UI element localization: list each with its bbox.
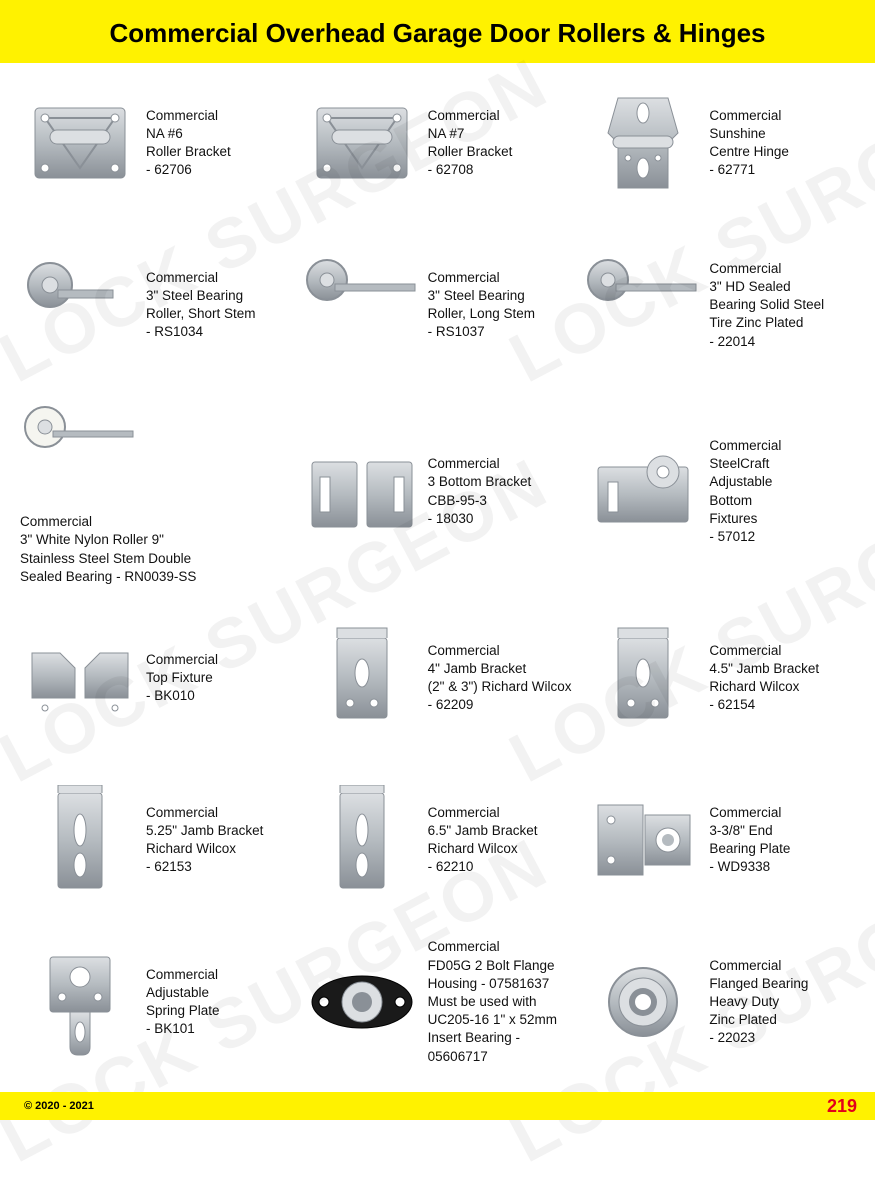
product-description: Commercial 3" HD Sealed Bearing Solid St… <box>709 260 824 351</box>
roller-long-icon <box>583 250 703 360</box>
product-item: Commercial Flanged Bearing Heavy Duty Zi… <box>583 932 855 1072</box>
product-item: Commercial 6.5" Jamb Bracket Richard Wil… <box>302 770 574 910</box>
product-item: Commercial 3" Steel Bearing Roller, Long… <box>302 235 574 375</box>
product-item: Commercial 3" White Nylon Roller 9" Stai… <box>20 397 292 586</box>
bracket-plate-icon <box>20 88 140 198</box>
roller-nylon-icon <box>20 397 140 507</box>
jamb-bracket-icon <box>302 623 422 733</box>
product-item: Commercial Sunshine Centre Hinge - 62771 <box>583 73 855 213</box>
product-description: Commercial 5.25" Jamb Bracket Richard Wi… <box>146 804 263 877</box>
bottom-bracket-pair-icon <box>302 437 422 547</box>
product-item: Commercial Top Fixture - BK010 <box>20 608 292 748</box>
product-description: Commercial 3" Steel Bearing Roller, Shor… <box>146 269 256 342</box>
product-description: Commercial 4.5" Jamb Bracket Richard Wil… <box>709 642 819 715</box>
product-description: Commercial Adjustable Spring Plate - BK1… <box>146 966 220 1039</box>
jamb-bracket-icon <box>583 623 703 733</box>
product-description: Commercial Sunshine Centre Hinge - 62771 <box>709 107 789 180</box>
roller-long-icon <box>302 250 422 360</box>
page-number: 219 <box>827 1096 857 1117</box>
product-description: Commercial FD05G 2 Bolt Flange Housing -… <box>428 938 574 1066</box>
product-item: Commercial Adjustable Spring Plate - BK1… <box>20 932 292 1072</box>
flanged-bearing-icon <box>583 947 703 1057</box>
page-footer: © 2020 - 2021 219 <box>0 1092 875 1120</box>
adjustable-bottom-icon <box>583 437 703 547</box>
product-item: Commercial 3 Bottom Bracket CBB-95-3 - 1… <box>302 397 574 586</box>
centre-hinge-icon <box>583 88 703 198</box>
product-item: Commercial 5.25" Jamb Bracket Richard Wi… <box>20 770 292 910</box>
product-description: Commercial 4" Jamb Bracket (2" & 3") Ric… <box>428 642 572 715</box>
page-title: Commercial Overhead Garage Door Rollers … <box>20 18 855 49</box>
product-description: Commercial 6.5" Jamb Bracket Richard Wil… <box>428 804 538 877</box>
product-description: Commercial 3" Steel Bearing Roller, Long… <box>428 269 535 342</box>
product-description: Commercial Top Fixture - BK010 <box>146 651 218 706</box>
product-item: Commercial 3-3/8" End Bearing Plate - WD… <box>583 770 855 910</box>
product-description: Commercial Flanged Bearing Heavy Duty Zi… <box>709 957 808 1048</box>
product-description: Commercial 3" White Nylon Roller 9" Stai… <box>20 513 196 586</box>
spring-plate-icon <box>20 947 140 1057</box>
product-description: Commercial SteelCraft Adjustable Bottom … <box>709 437 781 546</box>
product-description: Commercial 3 Bottom Bracket CBB-95-3 - 1… <box>428 455 532 528</box>
product-description: Commercial NA #6 Roller Bracket - 62706 <box>146 107 231 180</box>
product-description: Commercial NA #7 Roller Bracket - 62708 <box>428 107 513 180</box>
product-item: Commercial 4.5" Jamb Bracket Richard Wil… <box>583 608 855 748</box>
flange-housing-icon <box>302 947 422 1057</box>
product-item: Commercial NA #6 Roller Bracket - 62706 <box>20 73 292 213</box>
end-bearing-plate-icon <box>583 785 703 895</box>
product-item: Commercial FD05G 2 Bolt Flange Housing -… <box>302 932 574 1072</box>
jamb-bracket-tall-icon <box>302 785 422 895</box>
bracket-plate-icon <box>302 88 422 198</box>
product-item: Commercial 4" Jamb Bracket (2" & 3") Ric… <box>302 608 574 748</box>
product-item: Commercial NA #7 Roller Bracket - 62708 <box>302 73 574 213</box>
top-fixture-pair-icon <box>20 623 140 733</box>
copyright-text: © 2020 - 2021 <box>24 1100 94 1112</box>
product-item: Commercial 3" Steel Bearing Roller, Shor… <box>20 235 292 375</box>
product-item: Commercial SteelCraft Adjustable Bottom … <box>583 397 855 586</box>
jamb-bracket-tall-icon <box>20 785 140 895</box>
page-header: Commercial Overhead Garage Door Rollers … <box>0 0 875 63</box>
product-description: Commercial 3-3/8" End Bearing Plate - WD… <box>709 804 790 877</box>
roller-short-icon <box>20 250 140 360</box>
product-grid: Commercial NA #6 Roller Bracket - 62706 … <box>0 63 875 1072</box>
product-item: Commercial 3" HD Sealed Bearing Solid St… <box>583 235 855 375</box>
